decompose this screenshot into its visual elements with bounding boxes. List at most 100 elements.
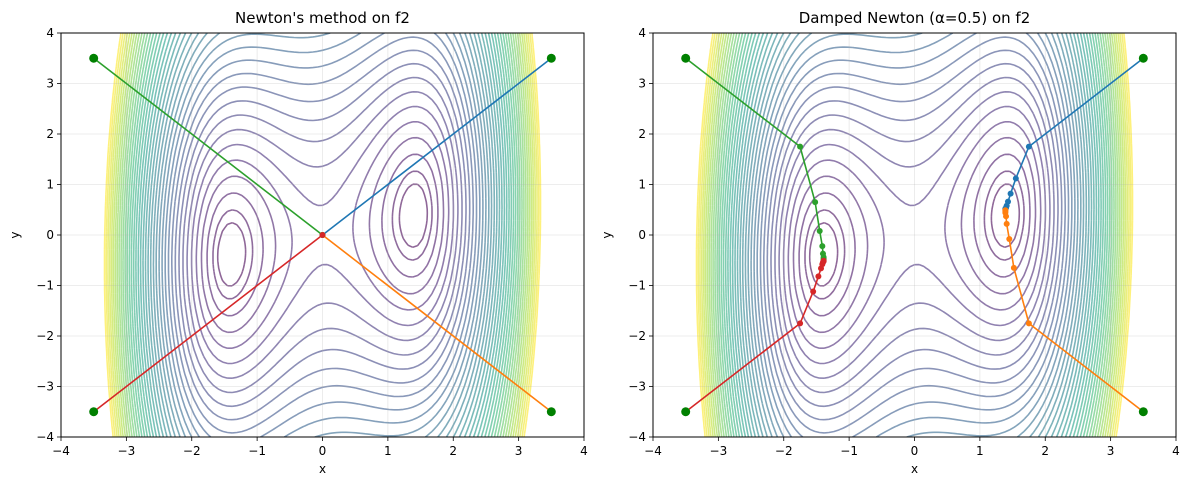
y-tick-label: −4 <box>628 430 646 444</box>
contour-level <box>736 33 1093 437</box>
y-tick-label: 1 <box>46 178 54 192</box>
x-tick-label: −4 <box>52 444 70 458</box>
x-tick-label: −4 <box>644 444 662 458</box>
iterate-point <box>1007 190 1014 197</box>
contour-level <box>722 33 1107 437</box>
chart-title: Damped Newton (α=0.5) on f2 <box>799 9 1031 27</box>
contour-level <box>132 33 513 437</box>
x-axis-label: x <box>911 462 918 476</box>
iterate-point <box>1003 220 1010 227</box>
iterate-point <box>815 273 822 280</box>
contour-level <box>149 33 496 437</box>
iterate-point <box>1012 175 1019 182</box>
contour-level <box>792 136 1037 334</box>
iterate-point <box>1025 320 1032 327</box>
iterate-point <box>1025 143 1032 150</box>
contour-level <box>124 33 521 437</box>
x-tick-label: −2 <box>183 444 201 458</box>
contour-level <box>126 33 519 437</box>
contour-level <box>708 33 1121 437</box>
start-point <box>681 53 691 63</box>
x-tick-label: 4 <box>580 444 588 458</box>
panel-newton: −4 −3 −2 −1 0 1 2 3 4 −4 −3 −2 −1 0 1 2 3 4 Newton's metho… <box>8 9 588 476</box>
contour-level <box>731 33 1098 437</box>
contour-level <box>778 91 1051 379</box>
contour-level <box>699 33 1130 437</box>
contour-level <box>753 33 1076 437</box>
contour-level <box>155 33 490 437</box>
contour-level <box>741 33 1088 437</box>
contour-level <box>739 33 1090 437</box>
contour-level <box>161 33 484 437</box>
contour-level <box>718 33 1111 437</box>
contour-level <box>139 33 506 437</box>
x-tick-label: 4 <box>1172 444 1180 458</box>
contour-level <box>727 33 1102 437</box>
y-tick-label: −2 <box>36 329 54 343</box>
y-axis-label: y <box>8 231 22 238</box>
contour-level <box>200 136 445 334</box>
contour-level <box>750 33 1079 437</box>
y-tick-label: −1 <box>628 279 646 293</box>
x-tick-label: 3 <box>1107 444 1115 458</box>
contour-level <box>747 33 1082 437</box>
y-tick-label: 2 <box>46 127 54 141</box>
contour-level <box>697 33 1132 437</box>
contour-level <box>174 49 471 421</box>
contour-level <box>706 33 1123 437</box>
y-tick-label: 4 <box>46 26 54 40</box>
contour-level <box>701 33 1128 437</box>
contour-level <box>128 33 517 437</box>
contour-level <box>729 33 1100 437</box>
contour-level <box>112 33 533 437</box>
start-point <box>89 53 99 63</box>
contour-level <box>787 121 1042 349</box>
x-tick-label: 0 <box>319 444 327 458</box>
contour-level <box>142 33 503 437</box>
iterate-point <box>1006 236 1013 243</box>
contour-level <box>171 36 474 434</box>
contour-level <box>118 33 527 437</box>
contour-level <box>116 33 529 437</box>
contour-level <box>695 33 1134 437</box>
contour-level <box>178 62 467 408</box>
x-tick-label: −3 <box>710 444 728 458</box>
contour-level <box>130 33 515 437</box>
x-tick-label: 0 <box>911 444 919 458</box>
iterate-point <box>797 143 804 150</box>
contour-level <box>756 33 1073 437</box>
contour-level <box>114 33 531 437</box>
contour-level <box>710 33 1119 437</box>
y-tick-label: −1 <box>36 279 54 293</box>
x-tick-label: 1 <box>384 444 392 458</box>
iterate-point <box>1010 264 1017 271</box>
contour-level <box>167 33 478 437</box>
plot-area <box>61 33 584 437</box>
series-line-0 <box>322 57 552 236</box>
contour-level <box>120 33 525 437</box>
contour-level <box>704 33 1125 437</box>
y-tick-label: −3 <box>628 380 646 394</box>
x-tick-label: −3 <box>118 444 136 458</box>
contour-level <box>712 33 1117 437</box>
start-point <box>1138 53 1148 63</box>
contour-level <box>716 33 1113 437</box>
contour-level <box>144 33 501 437</box>
contour-level <box>724 33 1105 437</box>
iterate-point <box>819 243 826 250</box>
contour-level <box>763 36 1066 434</box>
y-tick-label: 3 <box>638 77 646 91</box>
y-tick-label: 3 <box>46 77 54 91</box>
contour-level <box>107 33 538 437</box>
contour-level <box>766 49 1063 421</box>
start-point <box>681 407 691 417</box>
contour-level <box>190 105 455 365</box>
iterate-point <box>812 199 819 206</box>
iterate-point <box>816 227 823 234</box>
contour-level <box>195 121 450 349</box>
contour-level <box>774 76 1055 394</box>
contour-level <box>147 33 498 437</box>
y-tick-label: 1 <box>638 178 646 192</box>
y-tick-label: −3 <box>36 380 54 394</box>
contour-level <box>759 33 1070 437</box>
